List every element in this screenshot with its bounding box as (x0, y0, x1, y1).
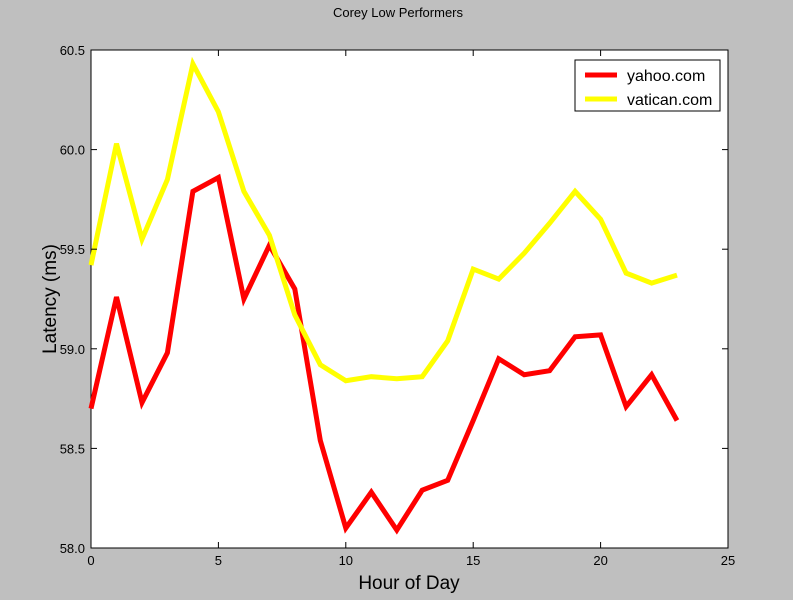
legend-box (574, 59, 721, 112)
series-line-vatican-com (88, 56, 678, 384)
chart-title: Corey Low Performers (333, 5, 464, 20)
y-tick-label: 58.5 (60, 441, 85, 456)
x-tick-label: 25 (721, 553, 735, 568)
ticks-layer: 0 5 10 15 20 25 58.0 58.5 59.0 59.5 60.0 60.5 (60, 43, 736, 568)
y-tick-label: 59.0 (60, 342, 85, 357)
x-tick-label: 5 (215, 553, 222, 568)
x-tick-label: 0 (87, 553, 94, 568)
y-tick-label: 59.5 (60, 242, 85, 257)
legend: yahoo.com vatican.com (574, 59, 721, 112)
x-axis-label: Hour of Day (358, 573, 460, 594)
y-tick-label: 60.0 (60, 143, 85, 158)
y-tick-label: 60.5 (60, 43, 85, 58)
series-layer (88, 56, 680, 535)
x-tick-label: 15 (466, 553, 480, 568)
x-tick-label: 10 (339, 553, 353, 568)
legend-label-yahoo: yahoo.com (627, 68, 705, 85)
x-tick-label: 20 (593, 553, 607, 568)
y-tick-label: 58.0 (60, 541, 85, 556)
series-line-yahoo-com (88, 173, 680, 535)
y-axis-label: Latency (ms) (40, 244, 61, 354)
plot-area (90, 49, 729, 549)
legend-label-vatican: vatican.com (627, 92, 712, 109)
